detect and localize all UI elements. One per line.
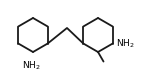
Text: NH$_2$: NH$_2$ (116, 37, 134, 50)
Text: NH$_2$: NH$_2$ (22, 59, 40, 71)
